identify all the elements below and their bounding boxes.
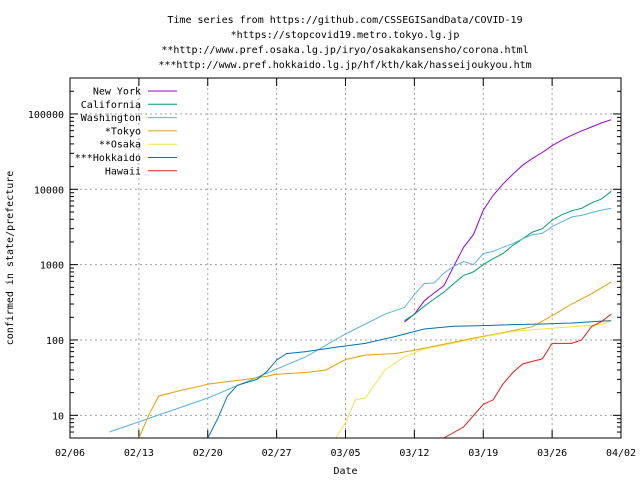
chart-title-line: *https://stopcovid19.metro.tokyo.lg.jp [231,30,460,41]
plot-frame [69,77,622,439]
y-axis-label: confirmed in state/prefecture [5,171,16,346]
legend-label: Washington [81,113,141,124]
series-line-newyork [404,119,612,323]
y-tick-label: 1000 [40,261,64,272]
legend-label: *Tokyo [105,126,141,137]
x-tick-label: 04/02 [606,448,636,459]
x-tick-label: 02/06 [55,448,85,459]
chart-title-line: **http://www.pref.osaka.lg.jp/iryo/osaka… [161,45,528,56]
series-line-tokyo [138,281,612,439]
x-tick-label: 02/27 [262,448,292,459]
series-line-california [404,190,612,322]
y-tick-label: 10000 [34,185,64,196]
series-line-osaka [335,320,612,439]
grid [70,78,621,438]
x-axis-label: Date [333,466,357,477]
legend-label: California [81,100,141,111]
y-tick-label: 100000 [28,110,64,121]
chart-title: Time series from https://github.com/CSSE… [158,15,531,71]
legend-label: **Osaka [99,140,141,151]
x-tick-label: 02/13 [124,448,154,459]
series-line-hokkaido [207,320,612,439]
y-tick-label: 100 [46,336,64,347]
series-line-washington [109,207,612,433]
x-tick-label: 03/26 [537,448,567,459]
legend-label: ***Hokkaido [75,153,141,164]
x-tick-label: 03/12 [399,448,429,459]
x-tick-label: 02/20 [193,448,223,459]
series-lines [109,119,612,439]
chart-title-line: Time series from https://github.com/CSSE… [167,15,522,26]
x-tick-label: 03/05 [330,448,360,459]
series-line-hawaii [443,313,612,439]
legend: New York California Washington *Tokyo **Osak… [75,87,177,177]
chart-title-line: ***http://www.pref.hokkaido.lg.jp/hf/kth… [158,60,531,71]
legend-label: New York [93,87,141,98]
y-tick-label: 10 [52,411,64,422]
legend-label: Hawaii [105,166,141,177]
x-tick-label: 03/19 [468,448,498,459]
